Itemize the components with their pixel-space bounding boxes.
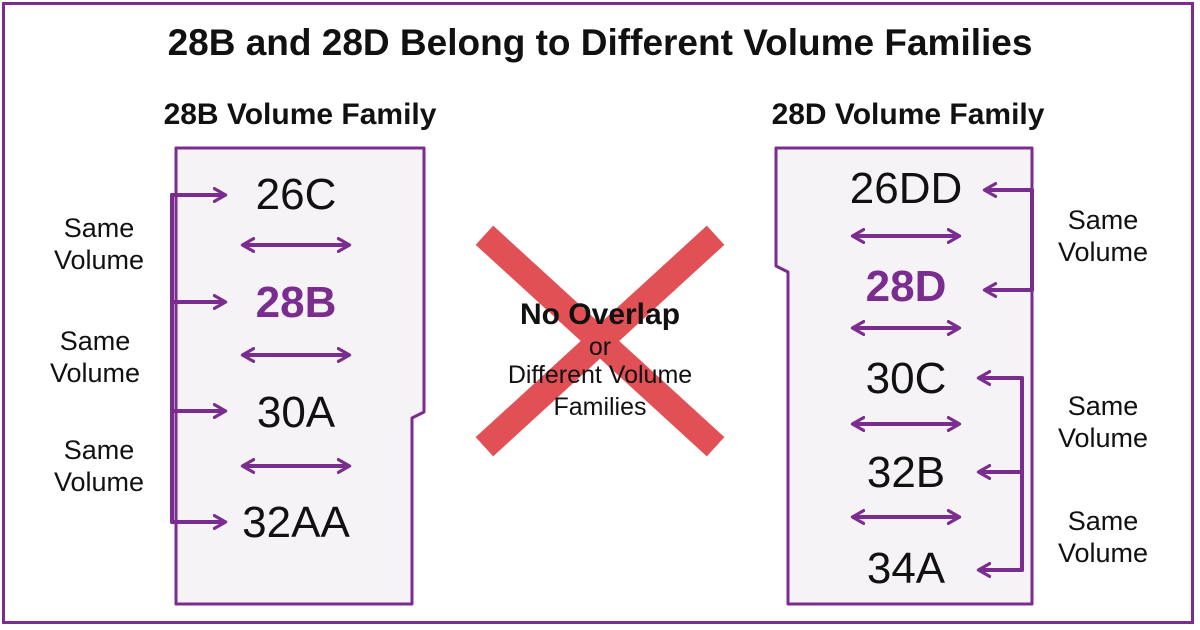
size-label: 32B: [866, 448, 946, 497]
different-volume-label: Different Volume: [507, 361, 693, 389]
families-label: Families: [553, 393, 647, 421]
same-volume-label: Same Volume: [53, 435, 145, 497]
same-volume-label: Same Volume: [1057, 391, 1149, 453]
left-double-arrows: [240, 237, 352, 474]
same-volume-label: Same Volume: [53, 213, 145, 275]
same-volume-label: Same Volume: [49, 326, 141, 388]
right-double-arrows: [850, 228, 962, 525]
left-arrows: [170, 187, 228, 530]
size-label: 32AA: [242, 498, 350, 547]
same-volume-label: Same Volume: [1057, 506, 1149, 568]
no-overlap-cross-icon: [475, 225, 725, 457]
left-family-title: 28B Volume Family: [163, 98, 437, 131]
size-label: 26C: [255, 170, 337, 219]
size-label: 26DD: [849, 164, 963, 213]
or-label: or: [588, 333, 612, 361]
right-family-panel: [774, 146, 1034, 606]
same-volume-label: Same Volume: [1057, 205, 1149, 267]
size-label-highlight: 28B: [255, 278, 337, 327]
right-arrows-top: [982, 182, 1034, 298]
right-family-title: 28D Volume Family: [771, 98, 1045, 131]
right-arrows-bottom: [976, 370, 1024, 578]
size-label: 30C: [865, 354, 947, 403]
size-label: 30A: [256, 388, 336, 437]
left-family-panel: [174, 146, 426, 606]
size-label: 34A: [866, 544, 946, 593]
size-label-highlight: 28D: [865, 262, 947, 311]
diagram-title: 28B and 28D Belong to Different Volume F…: [167, 22, 1033, 63]
no-overlap-label: No Overlap: [519, 298, 681, 331]
